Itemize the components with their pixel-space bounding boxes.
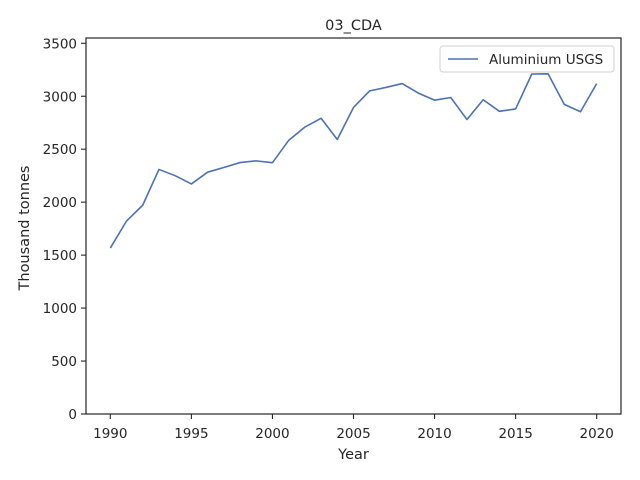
data-point [190,183,192,185]
chart-title: 03_CDA [325,18,382,34]
y-tick-label: 1000 [43,301,77,317]
data-point [352,106,354,108]
data-point [125,220,127,222]
y-tick-label: 500 [51,354,77,370]
data-point [142,204,144,206]
x-tick-label: 2000 [255,426,289,442]
y-tick-label: 0 [68,407,77,423]
data-point [563,103,565,105]
data-point [433,99,435,101]
axes-frame [85,37,622,415]
data-point [547,73,549,75]
data-point [417,92,419,94]
data-point [514,108,516,110]
y-tick-label: 1500 [43,248,77,264]
data-point [579,111,581,113]
x-tick-label: 2020 [580,426,614,442]
data-point [531,73,533,75]
data-point [450,96,452,98]
x-tick-label: 2010 [417,426,451,442]
x-axis-label: Year [337,447,369,463]
data-point [223,166,225,168]
y-tick-label: 2500 [43,142,77,158]
legend-box [439,45,615,73]
data-point [595,82,597,84]
data-point [401,82,403,84]
data-point [158,168,160,170]
plot-area: 1990 1995 2000 2005 2010 2015 2020 0 500 1000 1500… [43,36,622,442]
series-line-0 [109,73,598,249]
data-point [466,118,468,120]
y-axis-label: Thousand tonnes [17,166,33,292]
data-point [336,138,338,140]
data-point [109,247,111,249]
legend-label: Aluminium USGS [489,52,603,68]
data-point [498,110,500,112]
data-point [385,86,387,88]
data-point [255,160,257,162]
legend: Aluminium USGS [439,45,615,73]
data-point [320,117,322,119]
x-tick-label: 1995 [174,426,208,442]
data-point [482,99,484,101]
y-tick-label: 3500 [43,36,77,52]
data-point [239,161,241,163]
data-point [287,139,289,141]
x-tick-label: 1990 [93,426,127,442]
data-point [369,90,371,92]
y-tick-label: 3000 [43,89,77,105]
data-point [271,161,273,163]
data-point [206,171,208,173]
x-tick-label: 2015 [498,426,532,442]
x-tick-label: 2005 [336,426,370,442]
data-point [174,174,176,176]
y-tick-label: 2000 [43,195,77,211]
data-point [304,126,306,128]
